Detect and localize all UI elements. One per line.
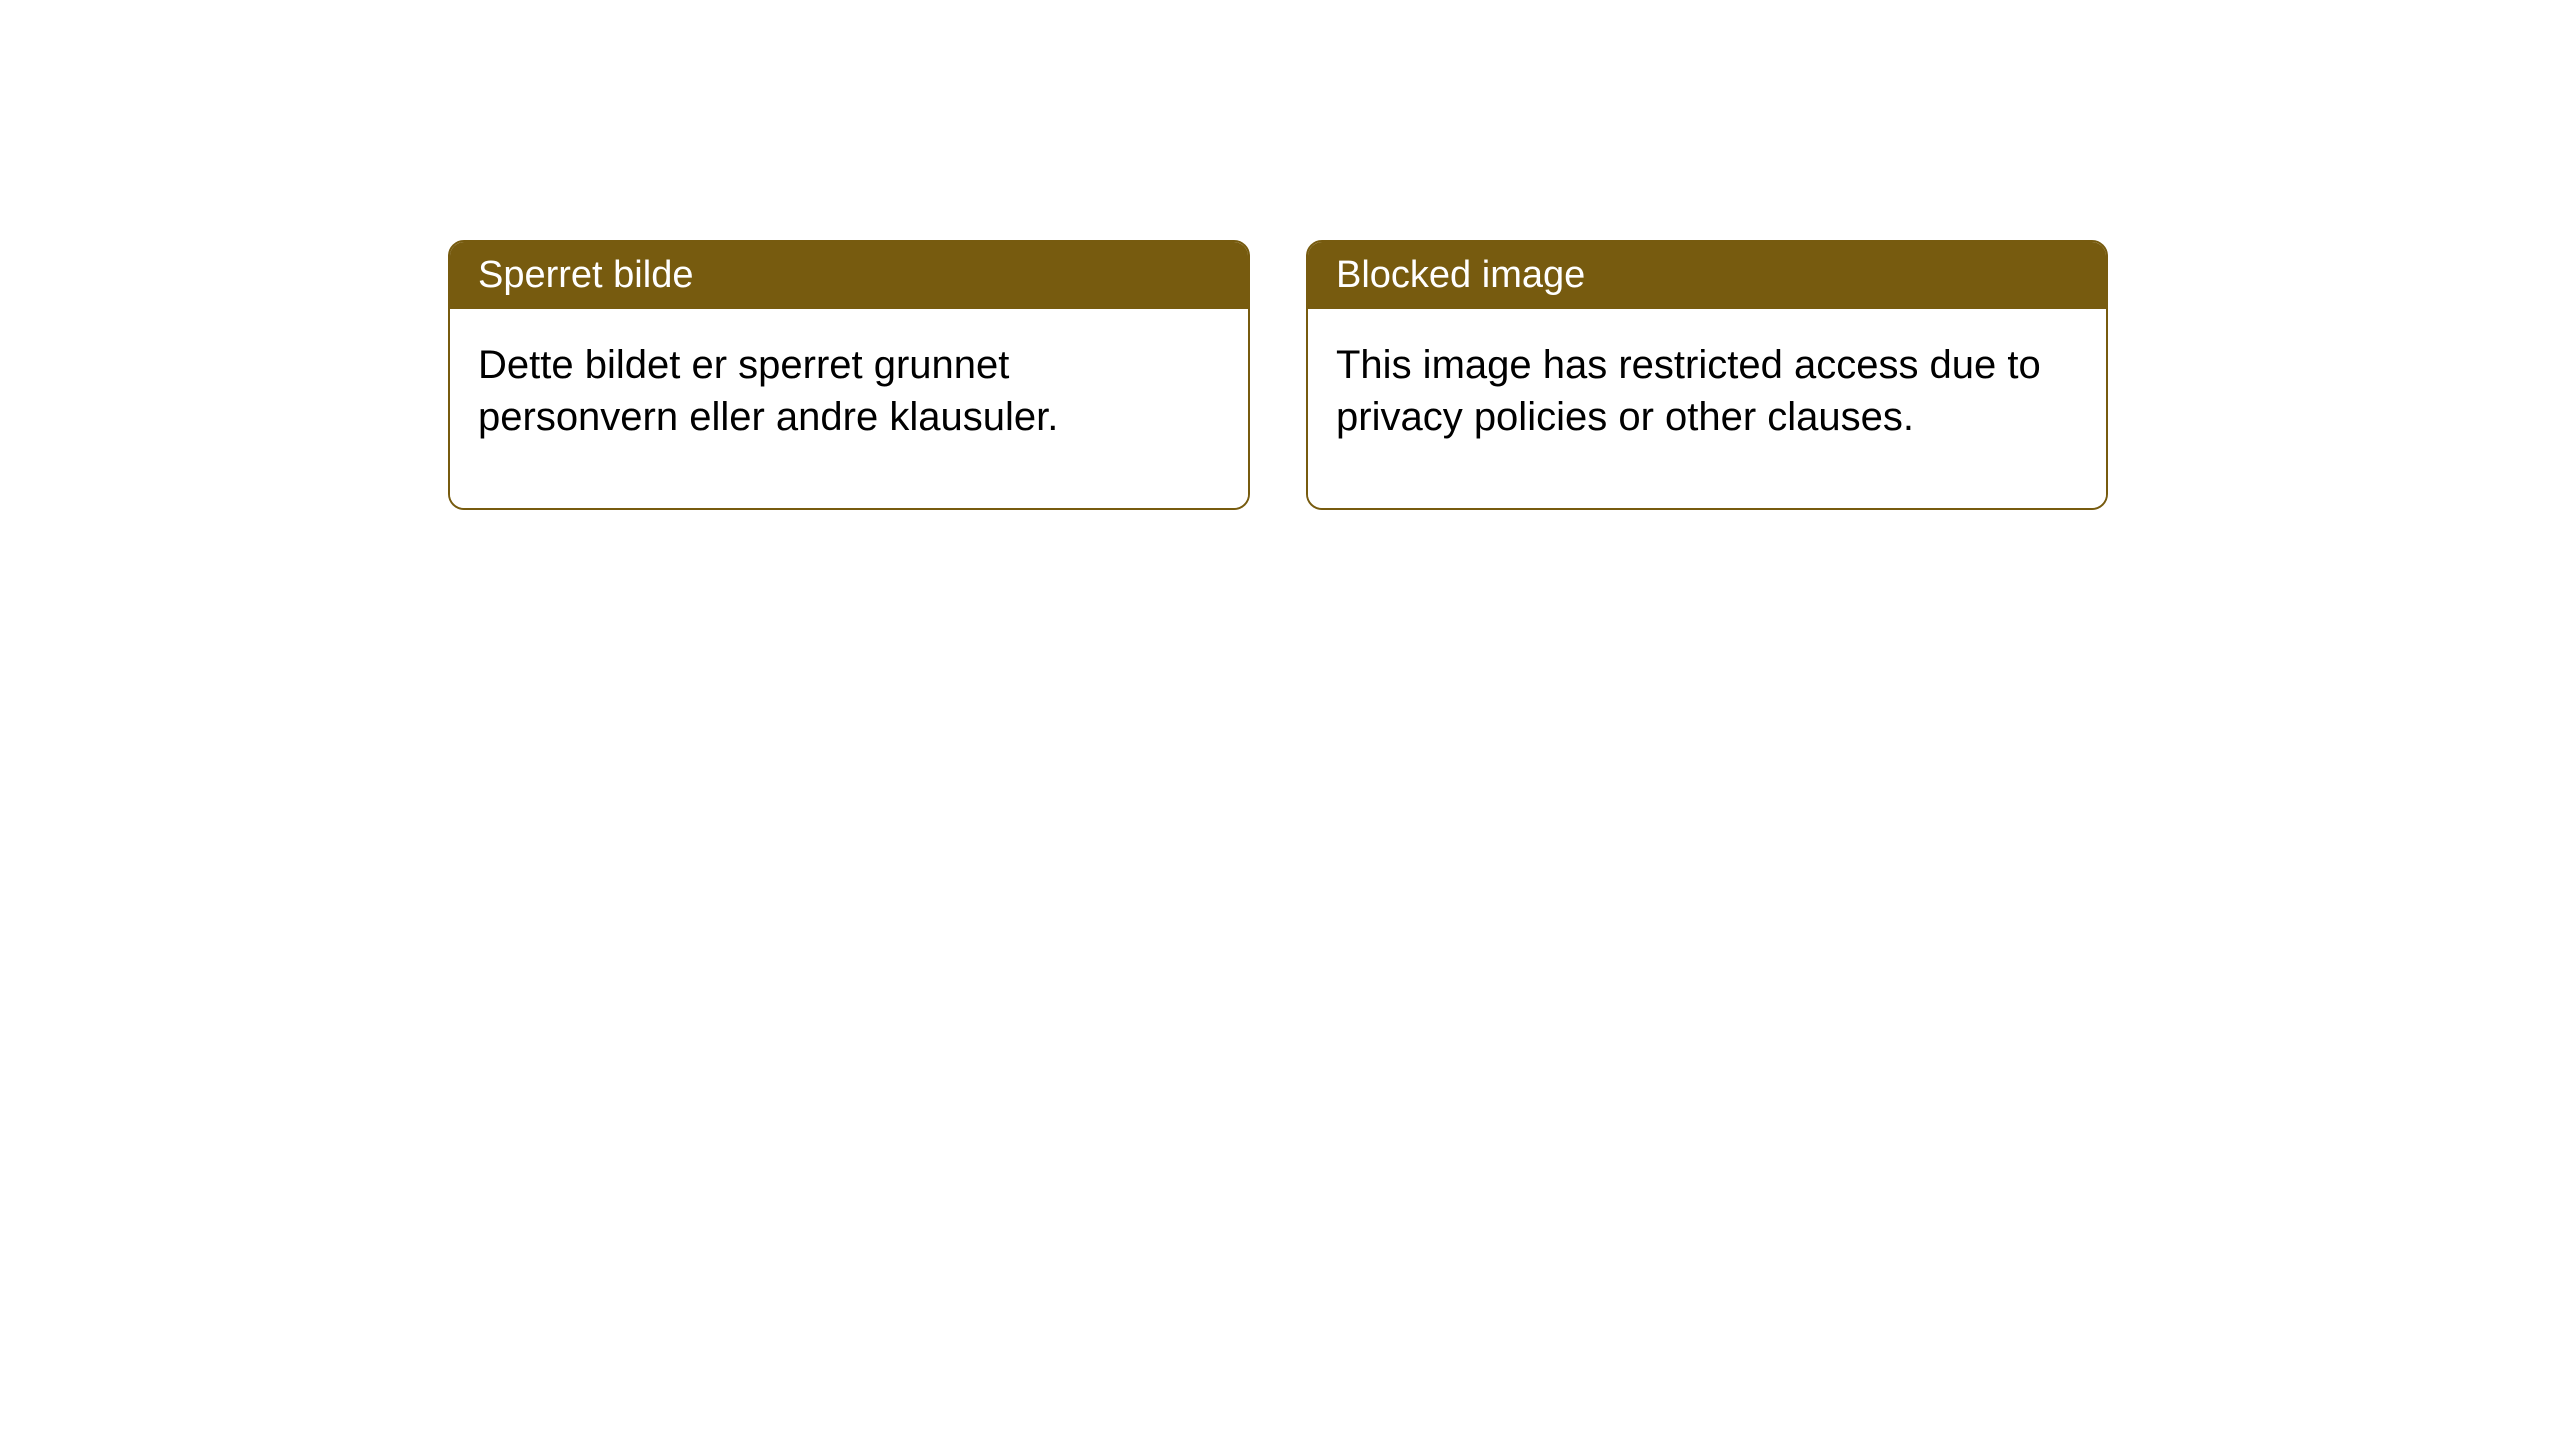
- card-body-text: Dette bildet er sperret grunnet personve…: [478, 343, 1058, 439]
- card-header: Sperret bilde: [450, 242, 1248, 309]
- card-body-text: This image has restricted access due to …: [1336, 343, 2041, 439]
- card-title: Blocked image: [1336, 254, 1585, 296]
- card-body: Dette bildet er sperret grunnet personve…: [450, 309, 1248, 508]
- card-header: Blocked image: [1308, 242, 2106, 309]
- card-title: Sperret bilde: [478, 254, 693, 296]
- card-body: This image has restricted access due to …: [1308, 309, 2106, 508]
- notice-card-english: Blocked image This image has restricted …: [1306, 240, 2108, 510]
- notice-cards-container: Sperret bilde Dette bildet er sperret gr…: [448, 240, 2108, 510]
- notice-card-norwegian: Sperret bilde Dette bildet er sperret gr…: [448, 240, 1250, 510]
